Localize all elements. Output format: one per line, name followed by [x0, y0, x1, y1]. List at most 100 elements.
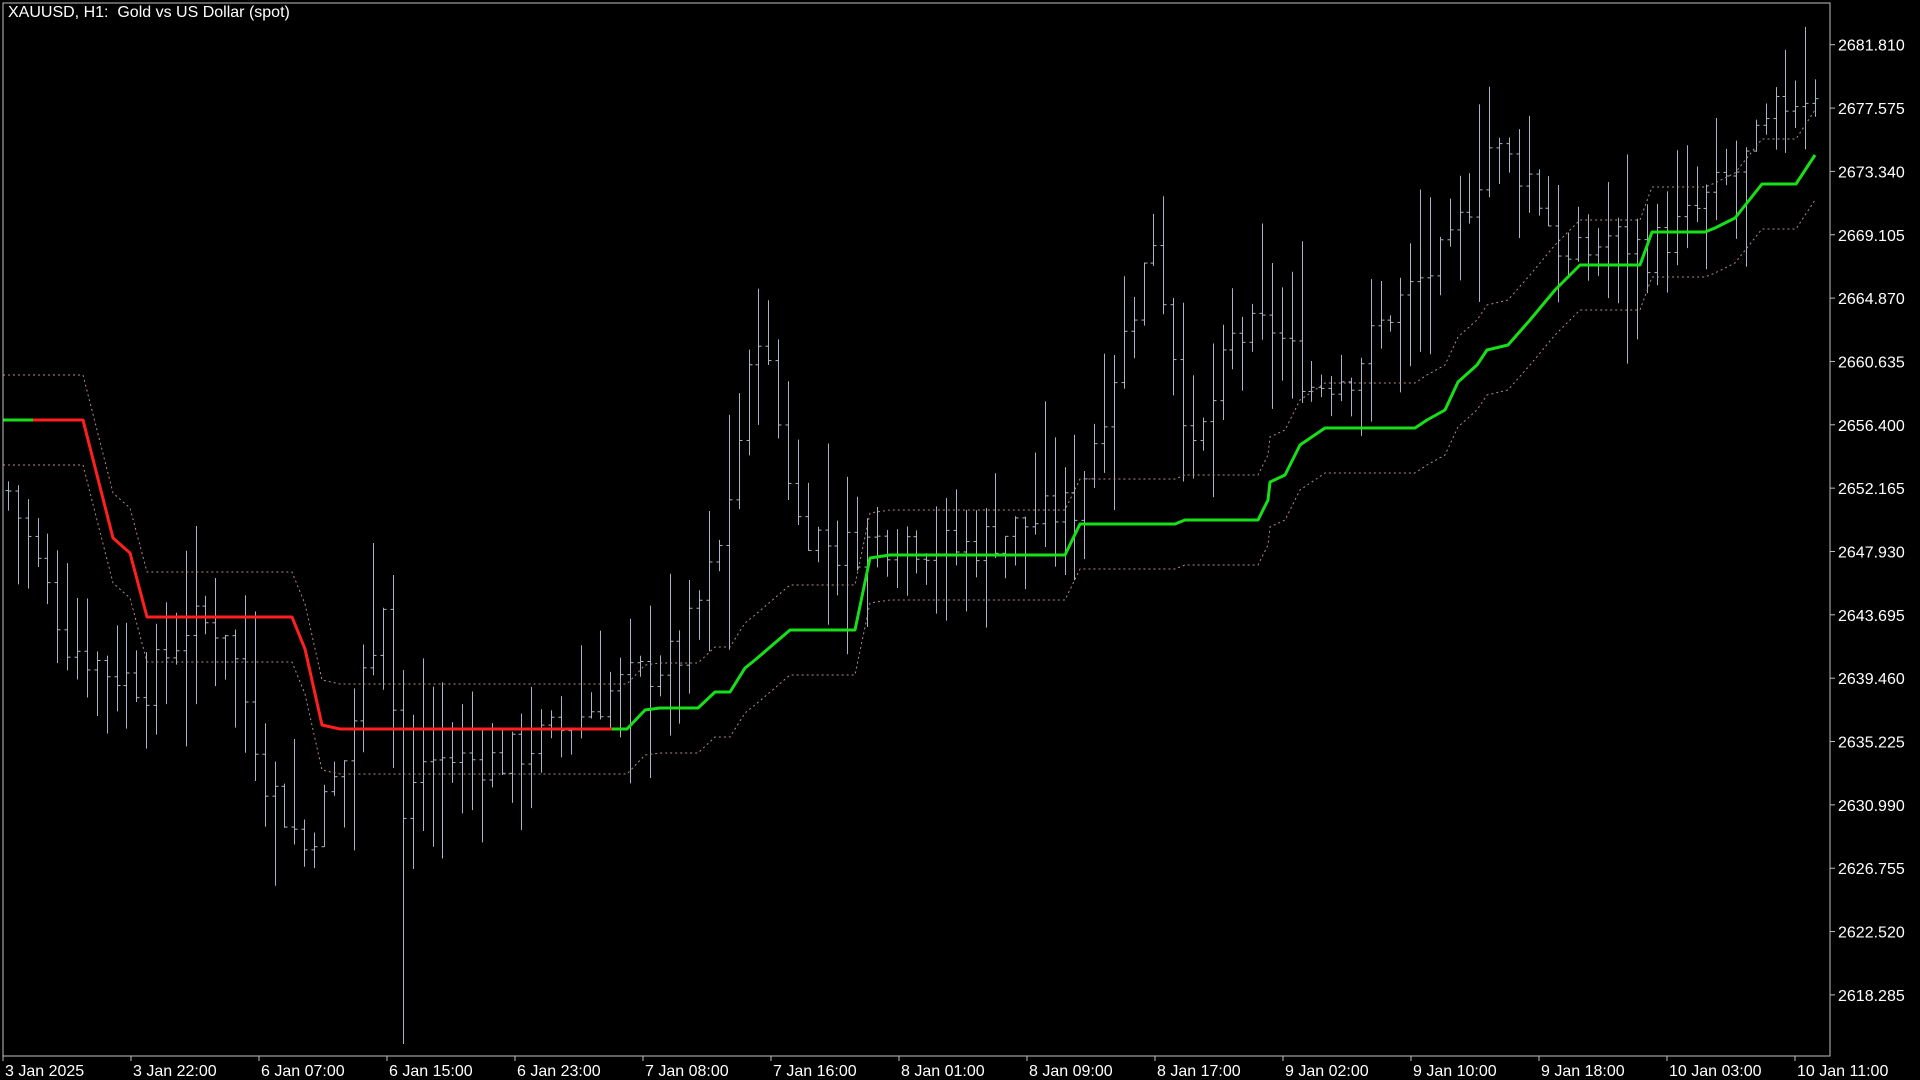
ohlc-bar [1210, 343, 1217, 498]
ohlc-bars [5, 26, 1819, 1045]
ohlc-bar [469, 691, 476, 811]
ohlc-bar [400, 670, 407, 1045]
ohlc-bar [913, 530, 920, 574]
price-tick-label: 2622.520 [1838, 925, 1905, 942]
time-tick-label: 7 Jan 08:00 [645, 1063, 729, 1080]
ohlc-bar [1447, 198, 1454, 247]
ohlc-bar [1703, 184, 1710, 270]
ohlc-bar [933, 506, 940, 614]
ohlc-bar [1476, 104, 1483, 302]
ohlc-bar [1308, 361, 1315, 402]
ohlc-bar [528, 686, 535, 809]
ohlc-bar [953, 489, 960, 566]
ohlc-bar [370, 542, 377, 676]
ohlc-bar [1664, 191, 1671, 293]
ohlc-bar [1368, 279, 1375, 422]
ohlc-bar [1536, 169, 1543, 216]
ohlc-bar [1259, 223, 1266, 340]
price-axis: 2681.810 2677.575 2673.340 2669.105 2664.870… [1830, 38, 1905, 1005]
time-tick-label: 7 Jan 16:00 [773, 1063, 857, 1080]
ohlc-bar [1091, 423, 1098, 488]
price-tick-label: 2630.990 [1838, 798, 1905, 815]
ohlc-bar [716, 539, 723, 572]
time-tick-label: 6 Jan 23:00 [517, 1063, 601, 1080]
ohlc-bar [1111, 354, 1118, 510]
ohlc-bar [74, 598, 81, 680]
ohlc-bar [1200, 417, 1207, 451]
ohlc-bar [262, 723, 269, 827]
ohlc-bar [854, 496, 861, 571]
time-tick-label: 6 Jan 15:00 [389, 1063, 473, 1080]
ohlc-bar [1496, 137, 1503, 185]
ohlc-bar [1012, 516, 1019, 566]
time-axis: 3 Jan 2025 3 Jan 22:00 6 Jan 07:00 6 Jan 15… [2, 1056, 1888, 1080]
ohlc-bar [844, 476, 851, 655]
ohlc-bar [973, 510, 980, 578]
price-tick-label: 2681.810 [1838, 38, 1905, 55]
ohlc-bar [341, 760, 348, 828]
ohlc-bar [1397, 277, 1404, 393]
ohlc-bar [351, 688, 358, 851]
ohlc-bar [1299, 241, 1306, 403]
time-tick-label: 8 Jan 17:00 [1157, 1063, 1241, 1080]
ohlc-bar [755, 288, 762, 425]
ohlc-bar [1773, 87, 1780, 150]
ohlc-bar [489, 723, 496, 788]
ohlc-bar [1032, 452, 1039, 535]
ohlc-bar [1437, 236, 1444, 296]
ohlc-bar [301, 819, 308, 867]
ohlc-bar [1733, 140, 1740, 239]
ohlc-bar [25, 499, 32, 589]
ohlc-bar [1131, 296, 1138, 359]
ohlc-bar [736, 393, 743, 510]
ohlc-bar [1743, 147, 1750, 267]
ohlc-bar [775, 339, 782, 439]
price-tick-label: 2669.105 [1838, 228, 1905, 245]
ohlc-bar [1022, 516, 1029, 590]
ohlc-bar [1674, 150, 1681, 266]
ohlc-bar [1427, 197, 1434, 355]
ohlc-bar [1526, 115, 1533, 213]
ohlc-bar [667, 573, 674, 736]
ohlc-bar [479, 730, 486, 843]
ohlc-bar [1170, 297, 1177, 396]
ohlc-bar [1713, 117, 1720, 221]
ohlc-bar [163, 602, 170, 705]
ohlc-bar [143, 652, 150, 749]
ohlc-bar [1802, 26, 1809, 150]
ohlc-bar [558, 696, 565, 758]
ohlc-bar [1457, 175, 1464, 281]
ohlc-bar [1220, 324, 1227, 420]
chart-frame [2, 2, 1831, 1057]
ohlc-bar [1042, 401, 1049, 547]
plot-border [2, 2, 1831, 1057]
ohlc-bar [647, 605, 654, 779]
ohlc-bar [281, 783, 288, 828]
ohlc-bar [1595, 228, 1602, 276]
time-tick-label: 6 Jan 07:00 [261, 1063, 345, 1080]
ohlc-bar [992, 473, 999, 558]
ohlc-bar [183, 550, 190, 747]
price-tick-label: 2673.340 [1838, 164, 1905, 181]
ohlc-bar [1121, 276, 1128, 389]
ohlc-bar [746, 349, 753, 456]
ohlc-bar [54, 550, 61, 664]
ohlc-bar [1180, 302, 1187, 482]
price-tick-label: 2647.930 [1838, 544, 1905, 561]
ohlc-bar [1052, 437, 1059, 567]
ohlc-bar [943, 498, 950, 621]
ohlc-bar [568, 728, 575, 755]
ohlc-bar [834, 520, 841, 596]
ohlc-bar [311, 832, 318, 869]
ohlc-bar [272, 761, 279, 886]
ohlc-bar [923, 553, 930, 585]
ohlc-bar [1190, 375, 1197, 479]
ohlc-bar [588, 692, 595, 719]
trend-line-down [3, 418, 612, 731]
ohlc-bar [765, 300, 772, 366]
ohlc-bar [1378, 280, 1385, 349]
price-tick-label: 2660.635 [1838, 354, 1905, 371]
ohlc-bar [252, 611, 259, 781]
